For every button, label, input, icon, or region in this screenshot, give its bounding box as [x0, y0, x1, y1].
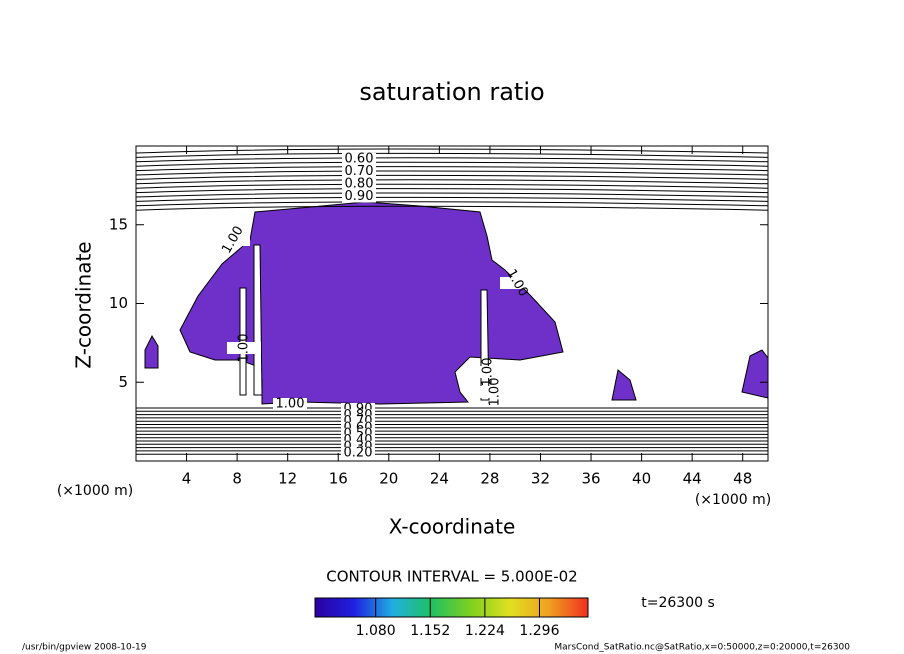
x-tick-label: 20 — [379, 470, 398, 488]
colorbar-tick-label: 1.224 — [465, 623, 505, 639]
footer-left: /usr/bin/gpview 2008-10-19 — [22, 643, 147, 653]
y-axis-label: Z-coordinate — [72, 241, 96, 368]
contour-line — [135, 192, 769, 198]
contour-label-bg — [478, 386, 512, 398]
contour-line — [135, 179, 769, 185]
gap — [253, 244, 263, 396]
colorbar — [314, 597, 589, 618]
x-unit-label: (×1000 m) — [695, 492, 771, 508]
contour-line — [135, 174, 769, 180]
footer-right: MarsCond_SatRatio.nc@SatRatio,x=0:50000,… — [554, 643, 850, 653]
contour-line — [135, 170, 769, 176]
contour-label: 0.20 — [344, 446, 373, 461]
contour-label: 1.00 — [481, 358, 496, 387]
x-axis-label: X-coordinate — [389, 515, 516, 539]
x-tick-label: 28 — [480, 470, 499, 488]
supersaturated-region — [144, 334, 159, 369]
contour-label-bg — [341, 447, 375, 460]
contour-label: 1.00 — [276, 397, 305, 412]
contour-label: 0.80 — [345, 177, 374, 192]
contour-label: 0.60 — [345, 152, 374, 167]
contour-label: 1.00 — [488, 378, 503, 407]
contour-label: 0.70 — [345, 164, 374, 179]
x-tick-label: 12 — [278, 470, 297, 488]
gap — [239, 287, 247, 396]
contour-line — [135, 166, 769, 172]
contour-line — [135, 196, 769, 202]
contour-line — [135, 205, 769, 211]
x-tick-label: 4 — [182, 470, 192, 488]
contour-label-bg — [342, 190, 376, 203]
contour-label-bg — [471, 366, 505, 378]
colorbar-tick-label: 1.080 — [356, 623, 396, 639]
contour-label-bg — [342, 178, 376, 190]
x-tick-label: 44 — [683, 470, 702, 488]
x-tick-label: 24 — [430, 470, 449, 488]
contour-line — [135, 161, 769, 167]
plot-area: 0.600.700.800.901.001.001.001.001.00 1.00… — [135, 145, 769, 462]
x-tick-label: 40 — [632, 470, 651, 488]
contour-label-bg — [273, 398, 307, 410]
contour-line — [135, 152, 769, 158]
x-tick-label: 48 — [733, 470, 752, 488]
chart-title: saturation ratio — [359, 78, 544, 106]
contour-line — [135, 157, 769, 163]
contour-line — [135, 201, 769, 207]
x-tick-label: 36 — [581, 470, 600, 488]
contour-label-bg — [216, 234, 250, 246]
colorbar-tick-label: 1.152 — [410, 623, 450, 639]
contour-label: 1.00 — [237, 334, 252, 363]
colorbar-tick-label: 1.296 — [519, 623, 559, 639]
y-tick-label: 15 — [109, 215, 128, 233]
y-tick-label: 10 — [109, 294, 128, 312]
y-tick-label: 5 — [118, 373, 128, 391]
contour-line — [135, 188, 769, 194]
contour-label-bg — [227, 342, 261, 354]
y-unit-label: (×1000 m) — [57, 483, 133, 499]
time-label: t=26300 s — [641, 595, 715, 611]
x-tick-label: 8 — [232, 470, 242, 488]
contour-label-bg — [342, 165, 376, 178]
contour-label: 0.90 — [345, 189, 374, 204]
supersaturated-region — [741, 349, 769, 399]
contour-label-bg — [500, 277, 534, 289]
supersaturated-region — [611, 369, 637, 401]
x-tick-label: 16 — [329, 470, 348, 488]
contour-line — [135, 183, 769, 189]
x-tick-label: 32 — [531, 470, 550, 488]
contour-label-bg — [342, 153, 376, 165]
contour-line — [135, 148, 769, 154]
supersaturated-region — [179, 201, 564, 405]
contour-interval: CONTOUR INTERVAL = 5.000E-02 — [326, 568, 577, 586]
